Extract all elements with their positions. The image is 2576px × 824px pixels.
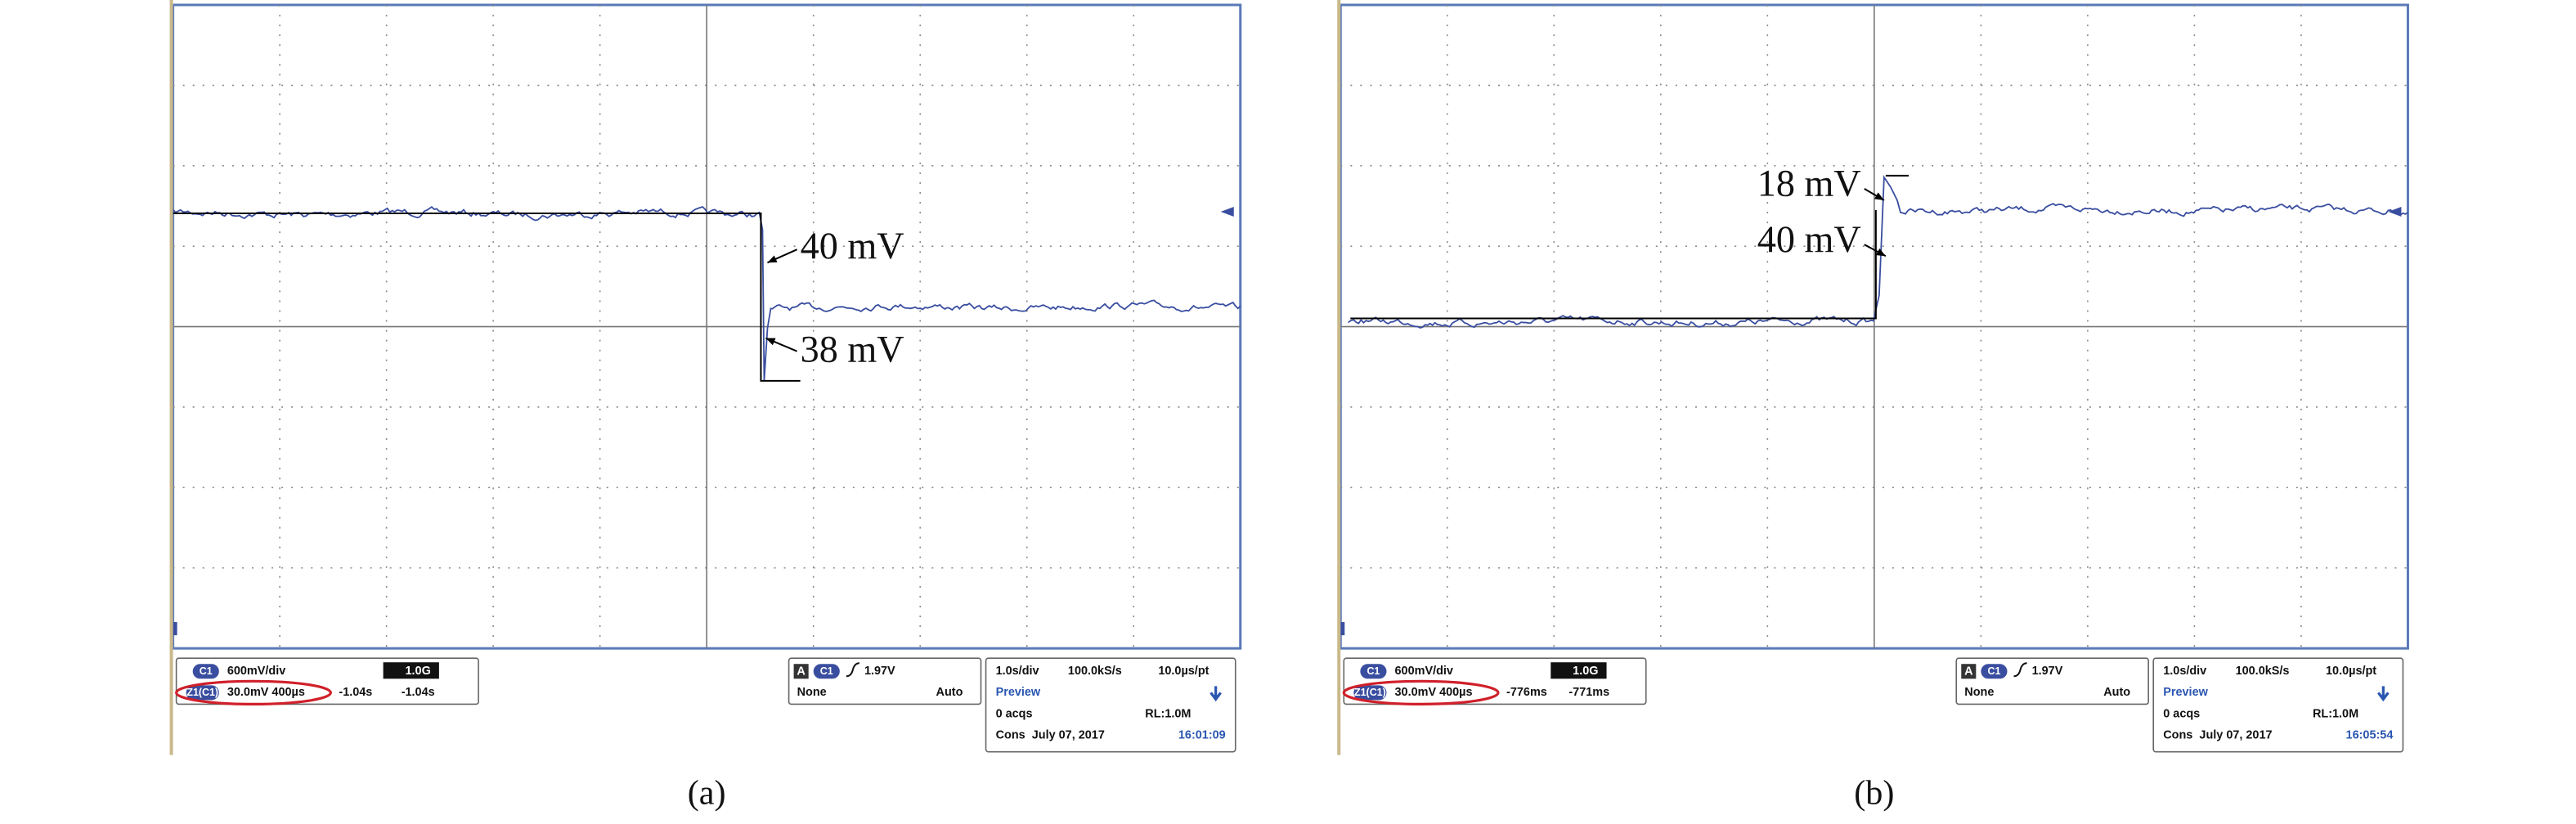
zoom-position: -1.04s bbox=[339, 686, 372, 699]
zoom-badge: Z1(C1) bbox=[186, 687, 218, 698]
acquisitions: 0 acqs bbox=[2163, 707, 2200, 720]
bw-box bbox=[383, 662, 439, 679]
reference-line bbox=[1350, 174, 1910, 320]
acquisitions: 0 acqs bbox=[996, 707, 1033, 720]
date: July 07, 2017 bbox=[1032, 728, 1105, 741]
annotation: 40 mV bbox=[801, 225, 904, 266]
channel-badge-bg bbox=[1360, 664, 1387, 679]
trigger-coupling: None bbox=[1964, 686, 1994, 699]
trigger-mode: Auto bbox=[2103, 686, 2130, 699]
acquisition-box bbox=[985, 657, 1236, 753]
zoom-position: -776ms bbox=[1506, 686, 1547, 699]
resolution: 10.0µs/pt bbox=[2326, 665, 2376, 678]
arrow-head bbox=[767, 255, 778, 263]
trigger-source-bg bbox=[1981, 664, 2008, 679]
annotation: 18 mV bbox=[1757, 163, 1861, 204]
mode: Cons bbox=[996, 728, 1025, 741]
annotation: 40 mV bbox=[1757, 218, 1861, 260]
scope-panel: 18 mV 40 mV C1 600mV/div 1.0G Z1(C1) 30.0mV 40… bbox=[1337, 0, 2412, 813]
zoom-badge-bg bbox=[186, 685, 219, 701]
status: Preview bbox=[2163, 686, 2208, 699]
arrow-head bbox=[1875, 248, 1886, 257]
zoom-position: -1.04s bbox=[402, 686, 435, 699]
time: 16:05:54 bbox=[2346, 728, 2394, 741]
trigger-slope bbox=[2013, 662, 2027, 678]
trigger-mode-badge: A bbox=[797, 665, 806, 678]
channel-badge: C1 bbox=[1367, 665, 1380, 677]
channel-scale: 600mV/div bbox=[1395, 665, 1453, 678]
run-arrow bbox=[2377, 686, 2390, 702]
highlight bbox=[1342, 679, 1500, 706]
timebase: 1.0s/div bbox=[996, 665, 1039, 678]
arrow-head bbox=[765, 338, 776, 346]
run-arrow bbox=[1209, 686, 1222, 702]
time: 16:01:09 bbox=[1178, 728, 1226, 741]
sample-rate: 100.0kS/s bbox=[1068, 665, 1122, 678]
waveform bbox=[172, 205, 1241, 381]
trigger-slope bbox=[846, 662, 859, 678]
date: July 07, 2017 bbox=[2199, 728, 2272, 741]
reference-line bbox=[173, 213, 801, 382]
trigger-source: C1 bbox=[820, 665, 833, 677]
channel-scale: 600mV/div bbox=[227, 665, 285, 678]
resolution: 10.0µs/pt bbox=[1158, 665, 1209, 678]
channel-badge: C1 bbox=[200, 665, 213, 677]
zoom-settings: 30.0mV 400µs bbox=[1395, 686, 1473, 699]
sample-rate: 100.0kS/s bbox=[2236, 665, 2290, 678]
record-length: RL:1.0M bbox=[2313, 707, 2358, 720]
bandwidth: 1.0G bbox=[1573, 665, 1598, 678]
trigger-level: 1.97V bbox=[2032, 665, 2063, 678]
bandwidth: 1.0G bbox=[406, 665, 431, 678]
zoom-position: -771ms bbox=[1568, 686, 1609, 699]
channel-marker bbox=[1340, 622, 1345, 636]
status: Preview bbox=[996, 686, 1041, 699]
arrow-head bbox=[1874, 192, 1884, 200]
zoom-badge-bg bbox=[1353, 685, 1387, 701]
panel-caption: (b) bbox=[1854, 774, 1894, 813]
panel-caption: (a) bbox=[688, 774, 726, 813]
trigger-source-bg bbox=[813, 664, 840, 679]
trigger-mode-bg bbox=[1961, 664, 1977, 679]
trigger-coupling: None bbox=[797, 686, 827, 699]
scope-panel: 40 mV 38 mV C1 600mV/div 1.0G Z1(C1) 30.0mV 40… bbox=[169, 0, 1244, 813]
waveform bbox=[1348, 175, 2408, 329]
zoom-badge: Z1(C1) bbox=[1354, 687, 1386, 698]
trigger-mode-bg bbox=[793, 664, 809, 679]
trigger-mode: Auto bbox=[936, 686, 963, 699]
acquisition-box bbox=[2152, 657, 2404, 753]
trigger-level: 1.97V bbox=[864, 665, 895, 678]
trigger-mode-badge: A bbox=[1964, 665, 1973, 678]
level-arrow bbox=[1220, 207, 1234, 217]
zoom-settings: 30.0mV 400µs bbox=[227, 686, 305, 699]
annotation: 38 mV bbox=[801, 328, 904, 369]
bw-box bbox=[1551, 662, 1607, 679]
highlight bbox=[174, 679, 332, 706]
trigger-source: C1 bbox=[1987, 665, 2000, 677]
timebase: 1.0s/div bbox=[2163, 665, 2206, 678]
channel-badge-bg bbox=[192, 664, 219, 679]
channel-marker bbox=[173, 622, 177, 636]
mode: Cons bbox=[2163, 728, 2192, 741]
record-length: RL:1.0M bbox=[1145, 707, 1191, 720]
